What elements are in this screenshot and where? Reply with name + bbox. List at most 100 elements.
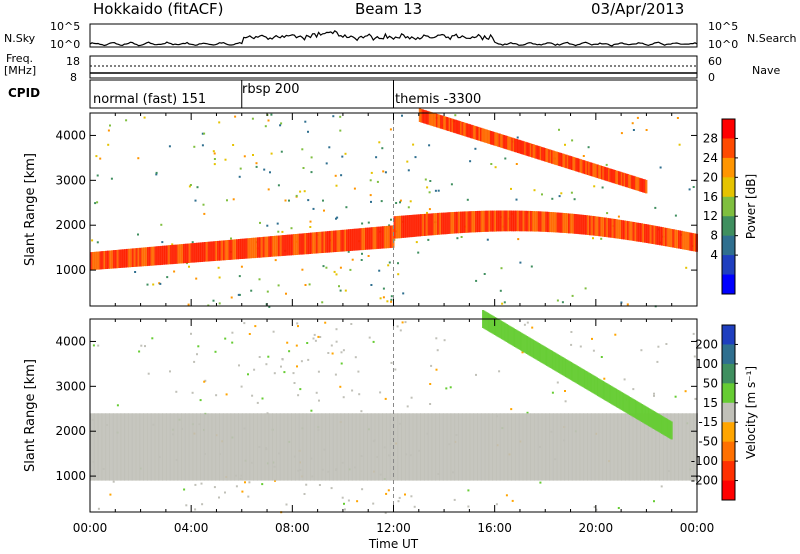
feature-ground-scatter — [484, 413, 490, 481]
echo-cell — [224, 158, 227, 161]
feature-main-band — [182, 243, 186, 264]
feature-afternoon-band — [573, 214, 577, 234]
colorbar-tick-label: 100 — [695, 357, 718, 371]
feature-descending-echo — [519, 140, 523, 154]
echo-cell — [415, 241, 418, 244]
echo-cell — [653, 392, 655, 395]
feature-afternoon-band — [425, 213, 429, 236]
feature-ionospheric-echo — [487, 313, 491, 332]
echo-cell — [152, 283, 155, 286]
feature-afternoon-band — [568, 213, 571, 234]
feature-main-band — [270, 236, 274, 257]
feature-descending-echo — [645, 179, 648, 194]
echo-cell — [688, 188, 691, 191]
echo-cell — [521, 351, 524, 354]
echo-cell — [384, 397, 387, 400]
echo-cell — [261, 397, 264, 400]
feature-descending-echo — [461, 122, 464, 136]
echo-cell — [390, 300, 393, 303]
feature-main-band — [317, 231, 321, 254]
feature-ground-scatter — [518, 413, 524, 481]
echo-cell — [230, 296, 233, 299]
feature-afternoon-band — [414, 214, 418, 237]
feature-main-band — [127, 248, 131, 268]
feature-ionospheric-echo — [546, 347, 549, 366]
echo-cell — [443, 339, 446, 342]
feature-descending-echo — [635, 176, 638, 191]
feature-descending-echo — [639, 178, 642, 192]
feature-main-band — [154, 246, 158, 266]
feature-ionospheric-echo — [592, 375, 595, 394]
echo-cell — [342, 349, 345, 352]
feature-descending-echo — [464, 122, 467, 137]
feature-afternoon-band — [569, 213, 573, 234]
feature-descending-echo — [434, 113, 437, 127]
feature-ionospheric-echo — [578, 366, 581, 385]
feature-main-band — [294, 234, 298, 255]
feature-ground-scatter — [659, 413, 664, 481]
echo-cell — [389, 128, 392, 131]
feature-ground-scatter — [477, 413, 482, 481]
feature-main-band — [192, 243, 196, 263]
echo-cell — [561, 301, 564, 304]
feature-descending-echo — [585, 161, 588, 175]
feature-main-band — [296, 233, 300, 255]
feature-descending-echo — [482, 128, 486, 143]
echo-cell — [318, 484, 321, 486]
echo-cell — [188, 265, 190, 268]
echo-cell — [125, 119, 128, 122]
feature-ionospheric-echo — [525, 336, 529, 354]
feature-afternoon-band — [471, 211, 475, 233]
feature-ground-scatter — [332, 413, 338, 481]
feature-ground-scatter — [613, 413, 619, 481]
echo-cell — [339, 289, 342, 292]
feature-ionospheric-echo — [588, 373, 591, 392]
feature-afternoon-band — [651, 225, 655, 244]
feature-main-band — [353, 228, 357, 251]
feature-ground-scatter — [245, 413, 251, 481]
echo-cell — [382, 170, 385, 173]
feature-main-band — [329, 230, 332, 253]
feature-descending-echo — [522, 141, 525, 155]
echo-cell — [434, 189, 437, 192]
echo-cell — [109, 124, 111, 127]
echo-cell — [475, 279, 478, 282]
feature-ground-scatter — [279, 413, 285, 481]
echo-cell — [296, 365, 298, 368]
echo-cell — [301, 148, 304, 151]
feature-main-band — [118, 249, 122, 268]
echo-cell — [350, 323, 353, 325]
x-tick-label: 00:00 — [680, 521, 715, 535]
echo-cell — [215, 394, 218, 397]
echo-cell — [413, 505, 416, 508]
freq-left-tick-low: 8 — [70, 71, 77, 84]
echo-cell — [409, 200, 412, 203]
echo-cell — [280, 150, 283, 153]
feature-descending-echo — [433, 113, 436, 127]
feature-ionospheric-echo — [491, 315, 494, 334]
feature-ionospheric-echo — [611, 386, 614, 405]
feature-ground-scatter — [643, 413, 649, 481]
feature-afternoon-band — [416, 214, 420, 237]
feature-ionospheric-echo — [489, 314, 492, 333]
feature-ionospheric-echo — [636, 401, 639, 420]
colorbar-swatch — [722, 196, 735, 217]
echo-cell — [388, 224, 391, 227]
feature-descending-echo — [636, 177, 639, 191]
echo-cell — [218, 276, 221, 279]
echo-cell — [243, 155, 246, 158]
echo-cell — [280, 122, 283, 125]
feature-main-band — [226, 240, 230, 260]
feature-afternoon-band — [393, 216, 397, 239]
echo-cell — [288, 199, 290, 202]
feature-descending-echo — [452, 119, 456, 133]
beam-title: Beam 13 — [355, 0, 423, 18]
echo-cell — [110, 177, 113, 180]
feature-ground-scatter — [378, 413, 384, 481]
echo-cell — [494, 166, 497, 169]
echo-cell — [243, 322, 246, 325]
y-tick-label: 4000 — [55, 128, 86, 142]
nsearch-label: N.Search — [747, 32, 797, 45]
feature-afternoon-band — [615, 219, 619, 239]
feature-ionospheric-echo — [522, 333, 525, 352]
